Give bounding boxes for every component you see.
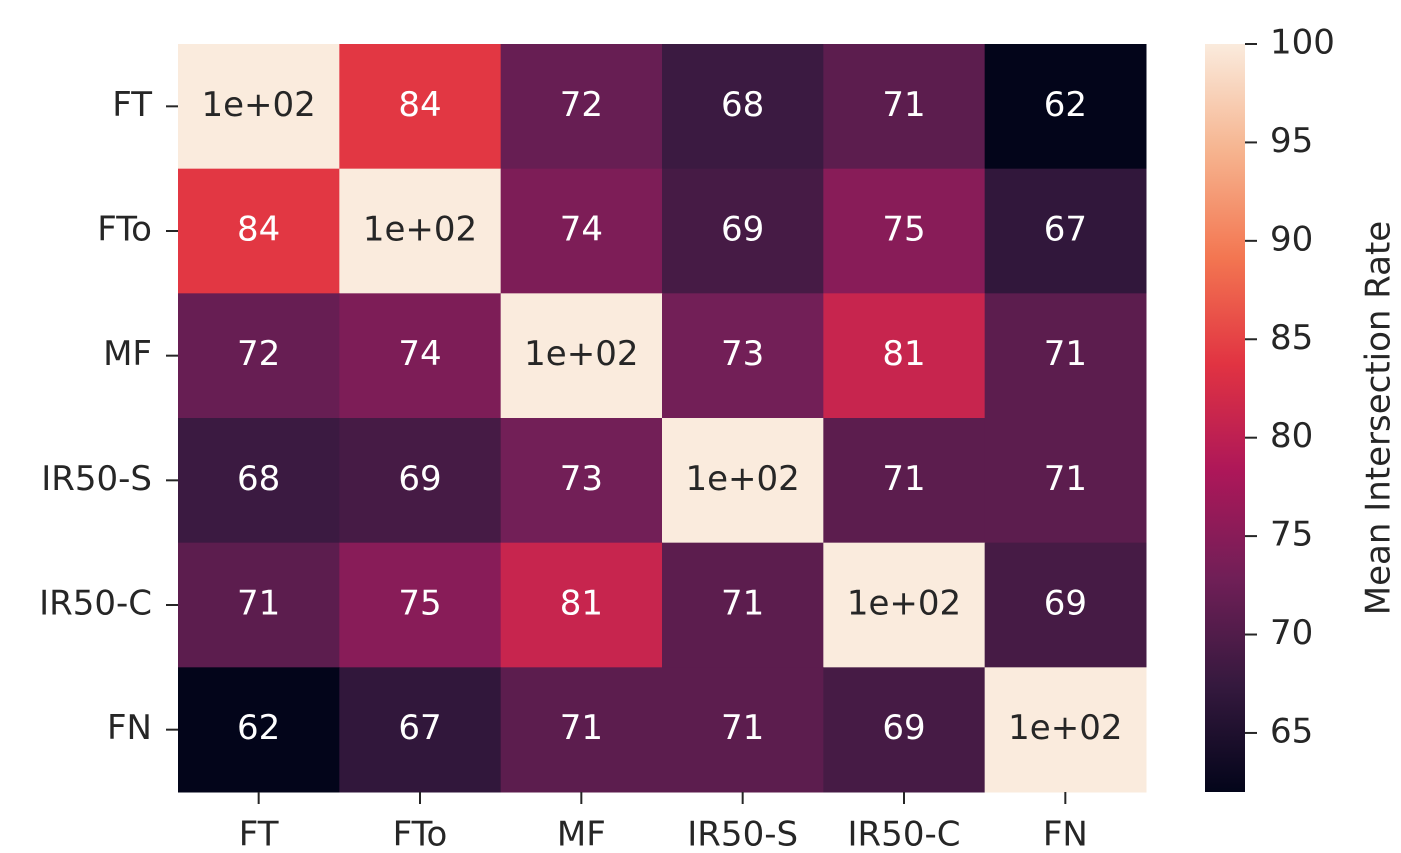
- x-tick-label: FN: [1043, 815, 1088, 853]
- y-tick-label: FT: [112, 85, 152, 125]
- y-tick-label: FTo: [97, 210, 152, 250]
- heatmap-cell: [339, 293, 502, 419]
- heatmap-cell: [339, 168, 502, 294]
- cell-label: 71: [1044, 459, 1087, 499]
- colorbar: [1205, 44, 1245, 792]
- x-tick-label: IR50-S: [687, 815, 798, 853]
- cell-label: 71: [237, 584, 280, 624]
- cell-label: 71: [882, 459, 925, 499]
- y-tick-label: IR50-C: [39, 584, 152, 624]
- colorbar-tick-label: 65: [1270, 711, 1313, 751]
- colorbar-tick-label: 85: [1270, 318, 1313, 358]
- cell-label: 72: [237, 334, 280, 374]
- heatmap-cell: [500, 667, 663, 793]
- cell-label: 73: [721, 334, 764, 374]
- cell-label: 69: [882, 708, 925, 748]
- cell-label: 1e+02: [686, 459, 800, 499]
- heatmap-cell: [339, 542, 502, 668]
- cell-label: 71: [560, 708, 603, 748]
- y-tick-label: FN: [107, 708, 152, 748]
- cell-label: 71: [1044, 334, 1087, 374]
- cell-label: 1e+02: [524, 334, 638, 374]
- cell-label: 62: [237, 708, 280, 748]
- heatmap-cell: [178, 168, 340, 294]
- heatmap-cell: [178, 44, 340, 170]
- heatmap-cell: [178, 418, 340, 544]
- colorbar-tick-label: 95: [1270, 121, 1313, 161]
- cell-label: 1e+02: [202, 85, 316, 125]
- cell-label: 81: [560, 584, 603, 624]
- cell-label: 69: [1044, 584, 1087, 624]
- y-tick-label: MF: [103, 334, 152, 374]
- cell-label: 1e+02: [847, 584, 961, 624]
- heatmap-cell: [178, 293, 340, 419]
- colorbar-tick-label: 100: [1270, 23, 1335, 63]
- cell-label: 75: [882, 210, 925, 250]
- heatmap-cell: [823, 667, 986, 793]
- heatmap-cell: [984, 44, 1147, 170]
- heatmap-cell: [662, 418, 824, 544]
- cell-label: 67: [1044, 210, 1087, 250]
- colorbar-label: Mean Intersection Rate: [1359, 221, 1399, 615]
- cell-label: 68: [721, 85, 764, 125]
- heatmap-cell: [500, 168, 663, 294]
- cell-label: 74: [560, 210, 603, 250]
- heatmap-cell: [984, 667, 1147, 793]
- heatmap-cell: [339, 44, 502, 170]
- heatmap-cell: [984, 418, 1147, 544]
- x-tick-label: FT: [239, 815, 279, 853]
- heatmap-cell: [662, 44, 824, 170]
- heatmap-cell: [500, 293, 663, 419]
- cell-label: 1e+02: [1008, 708, 1122, 748]
- cell-label: 72: [560, 85, 603, 125]
- cell-label: 62: [1044, 85, 1087, 125]
- colorbar-tick-label: 75: [1270, 515, 1313, 555]
- heatmap-cell: [178, 667, 340, 793]
- heatmap-cell: [823, 293, 986, 419]
- heatmap-cell: [500, 418, 663, 544]
- heatmap-cell: [662, 667, 824, 793]
- heatmap-cell: [178, 542, 340, 668]
- x-tick-label: MF: [557, 815, 606, 853]
- cell-label: 1e+02: [363, 210, 477, 250]
- cell-label: 71: [721, 708, 764, 748]
- heatmap-cell: [984, 542, 1147, 668]
- heatmap-cell: [823, 44, 986, 170]
- cell-label: 69: [721, 210, 764, 250]
- heatmap-cell: [823, 168, 986, 294]
- heatmap-cell: [662, 168, 824, 294]
- heatmap-cell: [500, 44, 663, 170]
- y-tick-label: IR50-S: [41, 459, 152, 499]
- cell-label: 84: [398, 85, 441, 125]
- cell-label: 81: [882, 334, 925, 374]
- cell-label: 74: [398, 334, 441, 374]
- heatmap-cell: [984, 168, 1147, 294]
- heatmap-cell: [823, 542, 986, 668]
- cell-label: 67: [398, 708, 441, 748]
- cell-label: 84: [237, 210, 280, 250]
- x-tick-label: IR50-C: [848, 815, 961, 853]
- cell-label: 68: [237, 459, 280, 499]
- cell-label: 75: [398, 584, 441, 624]
- cell-label: 71: [721, 584, 764, 624]
- cell-label: 73: [560, 459, 603, 499]
- colorbar-tick-label: 70: [1270, 613, 1313, 653]
- cell-label: 71: [882, 85, 925, 125]
- heatmap-cell: [500, 542, 663, 668]
- heatmap-cell: [662, 542, 824, 668]
- heatmap-cell: [662, 293, 824, 419]
- x-tick-label: FTo: [393, 815, 448, 853]
- heatmap-cell: [984, 293, 1147, 419]
- cell-label: 69: [398, 459, 441, 499]
- heatmap-cell: [339, 667, 502, 793]
- colorbar-tick-label: 90: [1270, 219, 1313, 259]
- colorbar-tick-label: 80: [1270, 416, 1313, 456]
- heatmap-cell: [823, 418, 986, 544]
- heatmap-cell: [339, 418, 502, 544]
